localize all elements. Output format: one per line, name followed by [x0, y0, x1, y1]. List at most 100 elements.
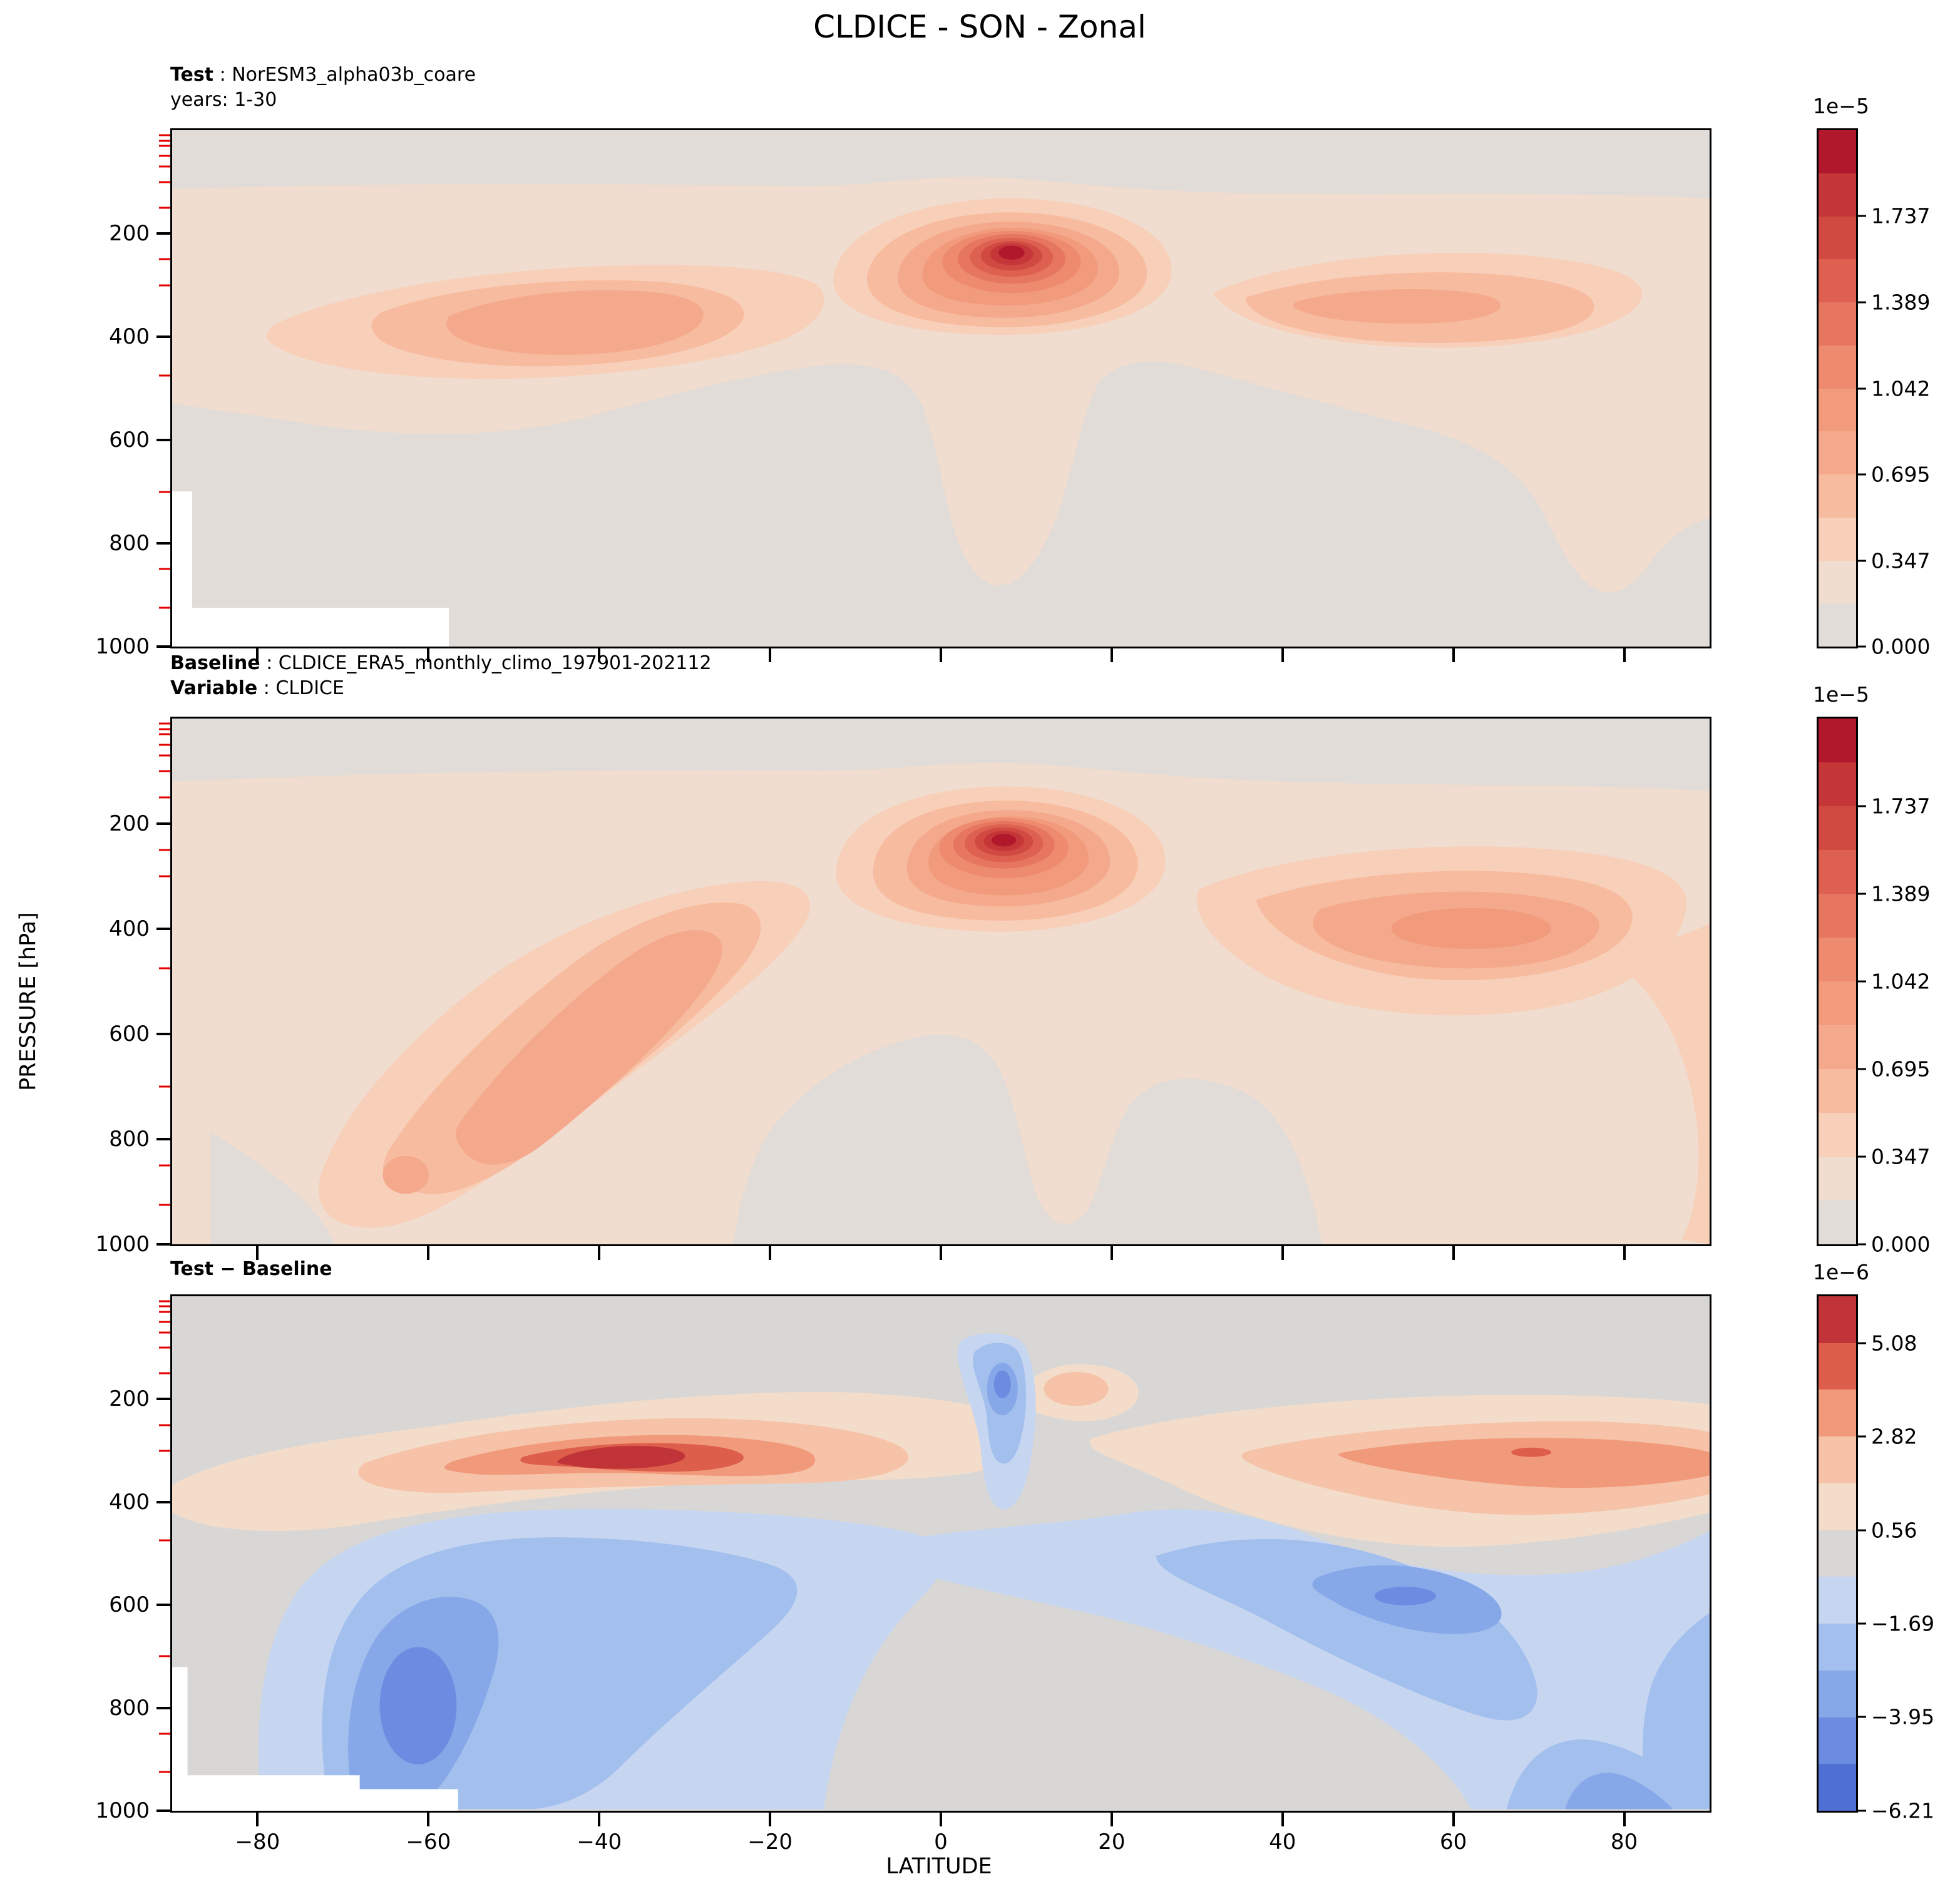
colorbar-segment [1819, 1717, 1856, 1764]
colorbar-segment [1819, 938, 1856, 981]
x-major-tick [1281, 1813, 1284, 1826]
colorbar-tick [1858, 301, 1866, 304]
y-minor-tick-red [159, 875, 170, 878]
x-major-tick [1623, 1246, 1626, 1260]
y-tick-label: 600 [109, 427, 150, 453]
colorbar-segment [1819, 345, 1856, 389]
colorbar-tick-label: 2.82 [1871, 1424, 1917, 1449]
y-minor-tick-red [159, 1424, 170, 1426]
x-axis-label: LATITUDE [886, 1854, 992, 1879]
colorbar-tick [1858, 387, 1866, 390]
colorbar-tick-label: 1.042 [1871, 969, 1931, 994]
colorbar-segment [1819, 850, 1856, 894]
x-major-tick [1110, 1813, 1113, 1826]
colorbar-tick-label: 0.347 [1871, 548, 1931, 573]
topography-mask [172, 1667, 458, 1811]
panel-test-plot: 200 400 600 800 1000 [95, 128, 1711, 662]
colorbar-segment [1819, 216, 1856, 260]
y-tick-label: 400 [109, 916, 150, 941]
y-minor-tick-red [159, 770, 170, 772]
colorbar-segment [1819, 1025, 1856, 1069]
x-major-tick [1452, 648, 1455, 662]
y-minor-tick-red [159, 722, 170, 725]
x-major-tick [940, 1813, 942, 1826]
panel-baseline-plot: 200 400 600 800 1000 [95, 717, 1711, 1260]
colorbar-segment [1819, 1436, 1856, 1483]
topography-mask [172, 491, 449, 647]
x-major-tick [427, 648, 430, 662]
y-minor-tick-red [159, 849, 170, 851]
x-major-tick [769, 1246, 772, 1260]
y-major-tick [156, 542, 170, 545]
x-major-tick [427, 1813, 430, 1826]
colorbar-test: 1.737 1.389 1.042 0.695 0.347 0.000 [1817, 128, 1930, 659]
y-tick-label: 1000 [95, 1798, 150, 1823]
y-minor-tick-red [159, 728, 170, 730]
baseline-value: : CLDICE_ERA5_monthly_climo_197901-20211… [260, 652, 712, 674]
y-minor-tick-red [159, 258, 170, 260]
colorbar-tick [1858, 980, 1866, 983]
contour-field-diff [172, 1296, 1710, 1811]
y-tick-label: 600 [109, 1021, 150, 1047]
colorbar-tick-label: −1.69 [1871, 1611, 1935, 1636]
colorbar-segment [1819, 431, 1856, 474]
colorbar-tick-label: −6.21 [1871, 1798, 1935, 1823]
colorbar-segment [1819, 981, 1856, 1025]
x-major-tick [1110, 1246, 1113, 1260]
colorbar-segment [1819, 388, 1856, 432]
colorbar-segment [1819, 517, 1856, 561]
x-tick-label: −20 [747, 1830, 793, 1855]
colorbar-tick [1858, 1243, 1866, 1246]
y-tick-label: 1000 [95, 1232, 150, 1257]
x-tick-label: 0 [934, 1830, 948, 1855]
y-minor-tick-red [159, 1372, 170, 1374]
colorbar-segment [1819, 1069, 1856, 1113]
y-tick-label: 800 [109, 1695, 150, 1721]
x-major-tick [256, 1813, 259, 1826]
colorbar-tick-label: 1.737 [1871, 794, 1931, 819]
y-minor-tick-red [159, 1164, 170, 1167]
x-tick-label: −60 [406, 1830, 451, 1855]
y-major-tick [156, 1398, 170, 1401]
contour-field-test [172, 130, 1710, 647]
x-major-tick [256, 1246, 259, 1260]
y-major-tick [156, 1033, 170, 1035]
colorbar-segment [1819, 302, 1856, 346]
y-major-tick [156, 1604, 170, 1607]
y-tick-label: 800 [109, 531, 150, 556]
x-tick-label: 20 [1098, 1830, 1126, 1855]
colorbar-tick-label: 5.08 [1871, 1331, 1917, 1356]
y-minor-tick-red [159, 1331, 170, 1334]
x-major-tick [427, 1246, 430, 1260]
colorbar-exponent-test: 1e−5 [1813, 94, 1869, 118]
colorbar-tick [1858, 645, 1866, 648]
variable-value: : CLDICE [257, 677, 344, 699]
colorbar-segment [1819, 719, 1856, 762]
y-minor-tick-red [159, 796, 170, 799]
y-minor-tick-red [159, 165, 170, 168]
colorbar-segment [1819, 1577, 1856, 1624]
colorbar-segment [1819, 806, 1856, 850]
y-major-tick [156, 232, 170, 235]
y-major-tick [156, 439, 170, 441]
x-major-tick [1623, 648, 1626, 662]
y-minor-tick-red [159, 568, 170, 570]
y-tick-label: 200 [109, 221, 150, 246]
colorbar-tick [1858, 1068, 1866, 1070]
y-minor-tick-red [159, 607, 170, 609]
colorbar-tick [1858, 1435, 1866, 1438]
y-minor-tick-red [159, 1346, 170, 1349]
y-tick-label: 600 [109, 1592, 150, 1618]
colorbar-tick [1858, 1155, 1866, 1158]
y-minor-tick-red [159, 155, 170, 157]
colorbar-segment [1819, 1764, 1856, 1811]
colorbar-segment [1819, 603, 1856, 647]
colorbar-exponent-baseline: 1e−5 [1813, 682, 1869, 707]
baseline-label: Baseline [170, 652, 260, 674]
colorbar-segment [1819, 474, 1856, 518]
panel-test-header: Test : NorESM3_alpha03b_coare years: 1-3… [170, 63, 476, 113]
y-major-tick [156, 645, 170, 648]
x-tick-label: 60 [1440, 1830, 1467, 1855]
test-label: Test [170, 64, 214, 86]
y-minor-tick-red [159, 1204, 170, 1206]
